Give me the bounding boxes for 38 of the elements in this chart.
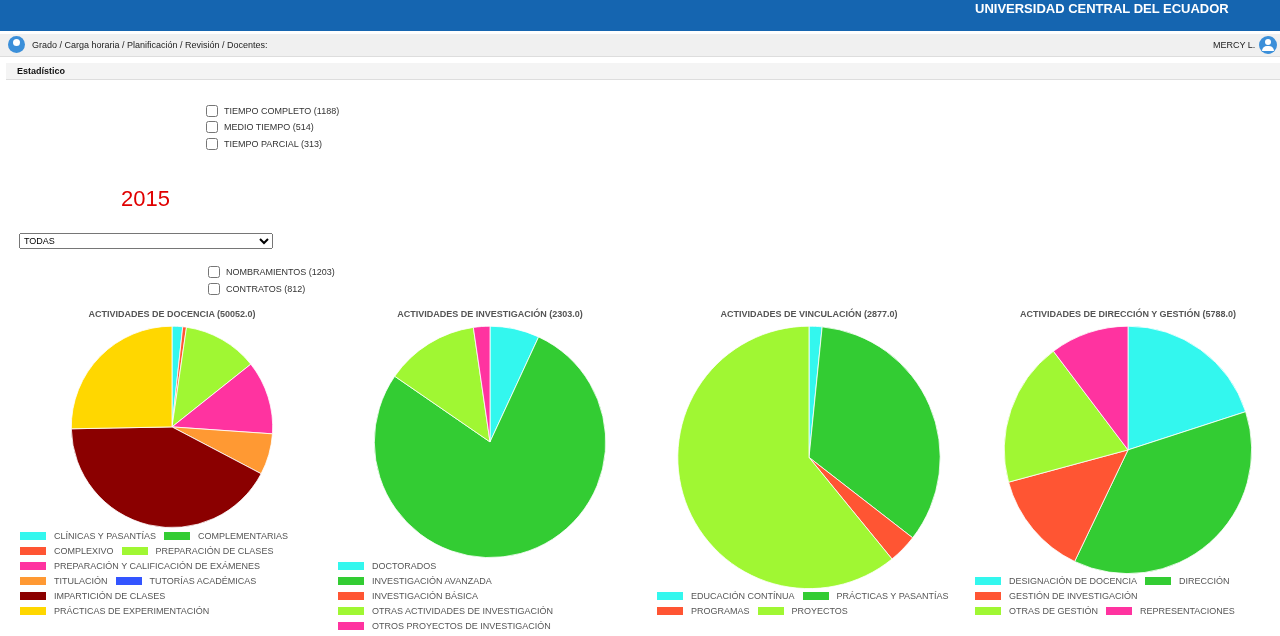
legend-label: DOCTORADOS (372, 560, 437, 571)
legend-label: PROGRAMAS (691, 605, 750, 616)
chart-title: ACTIVIDADES DE INVESTIGACIÓN (2303.0) (397, 307, 583, 319)
text: TIEMPO COMPLETO (1188) (224, 106, 340, 116)
legend-label: IMPARTICIÓN DE CLASES (54, 590, 166, 601)
legend-label: OTRAS DE GESTIÓN (1009, 605, 1099, 616)
legend-label: COMPLEXIVO (54, 545, 114, 556)
legend-label: TITULACIÓN (54, 575, 108, 586)
text: 2015 (121, 186, 170, 212)
text: Grado / Carga horaria / Planificación / Revisión / Docentes: (32, 40, 268, 50)
legend-label: DESIGNACIÓN DE DOCENCIA (1009, 575, 1138, 586)
legend-label: PREPARACIÓN Y CALIFICACIÓN DE EXÁMENES (54, 560, 261, 571)
legend-label: GESTIÓN DE INVESTIGACIÓN (1009, 590, 1138, 601)
text: TIEMPO PARCIAL (313) (224, 139, 323, 149)
legend-label: OTRAS ACTIVIDADES DE INVESTIGACIÓN (372, 605, 554, 616)
text: TODAS (19, 233, 273, 249)
chart-title: ACTIVIDADES DE VINCULACIÓN (2877.0) (720, 307, 898, 319)
legend-label: INVESTIGACIÓN AVANZADA (372, 575, 492, 586)
text: MERCY L. (1213, 40, 1256, 50)
legend-label: PRÁCTICAS DE EXPERIMENTACIÓN (54, 605, 210, 616)
chart-title: ACTIVIDADES DE DOCENCIA (50052.0) (88, 308, 256, 319)
legend-label: DIRECCIÓN (1179, 575, 1230, 586)
legend-label: TUTORÍAS ACADÉMICAS (149, 575, 257, 586)
text: UNIVERSIDAD CENTRAL DEL ECUADOR (975, 1, 1229, 16)
legend-label: PREPARACIÓN DE CLASES (155, 545, 274, 556)
legend-label: INVESTIGACIÓN BÁSICA (372, 590, 479, 601)
text: Estadístico (17, 66, 66, 76)
text: MEDIO TIEMPO (514) (224, 122, 314, 132)
legend-label: COMPLEMENTARIAS (198, 530, 288, 541)
legend-label: OTROS PROYECTOS DE INVESTIGACIÓN (372, 620, 551, 631)
legend-label: REPRESENTACIONES (1140, 605, 1235, 616)
legend-label: EDUCACIÓN CONTÍNUA (691, 590, 795, 601)
legend-label: PRÁCTICAS Y PASANTÍAS (836, 590, 949, 601)
text: CONTRATOS (812) (226, 284, 306, 294)
legend-label: PROYECTOS (791, 605, 848, 616)
text: NOMBRAMIENTOS (1203) (226, 267, 335, 277)
legend-label: CLÍNICAS Y PASANTÍAS (54, 530, 157, 541)
chart-title: ACTIVIDADES DE DIRECCIÓN Y GESTIÓN (5788.0) (1019, 307, 1237, 319)
